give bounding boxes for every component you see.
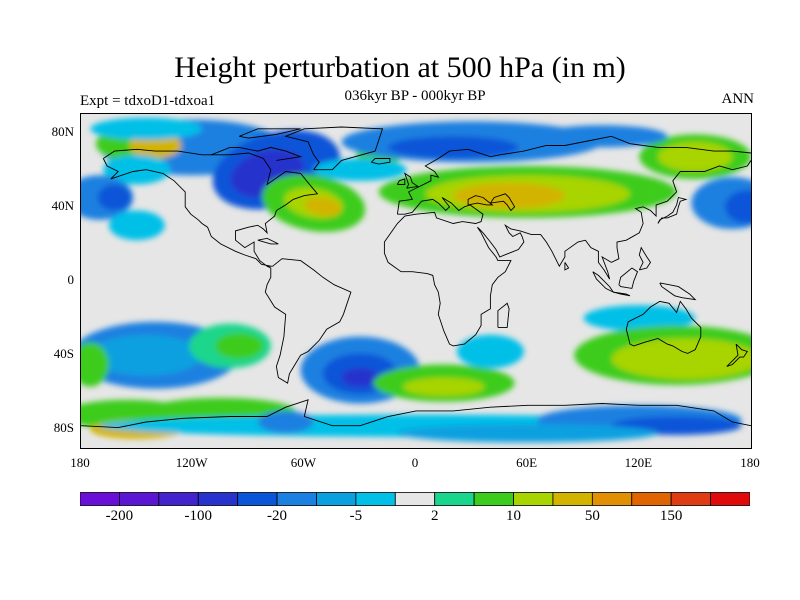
coastline-segment-6 bbox=[625, 300, 702, 354]
height-field-map bbox=[62, 114, 779, 448]
colorbar-swatch bbox=[316, 492, 357, 506]
colorbar-swatch bbox=[434, 492, 475, 506]
latitude-tick-label: 40S bbox=[53, 346, 74, 362]
field-anomaly-46 bbox=[257, 410, 314, 434]
colorbar-tick-label: 2 bbox=[430, 508, 439, 524]
latitude-tick-label: 40N bbox=[51, 197, 74, 213]
field-anomaly-29 bbox=[215, 332, 264, 359]
colorbar-swatch bbox=[276, 492, 317, 506]
coastline-segment-15 bbox=[403, 172, 420, 189]
field-anomaly-39 bbox=[611, 338, 761, 380]
coastline-segment-21 bbox=[467, 195, 494, 206]
longitude-tick-label: 180 bbox=[70, 455, 90, 470]
coastline-segment-16 bbox=[396, 178, 406, 185]
colorbar-swatch bbox=[197, 492, 239, 506]
colorbar-swatch bbox=[591, 492, 633, 506]
colorbar-swatch bbox=[355, 492, 396, 506]
map-panel bbox=[62, 113, 779, 449]
colorbar-tick-label: -200 bbox=[105, 508, 134, 524]
field-anomaly-12 bbox=[313, 158, 407, 181]
longitude-tick-label: 120E bbox=[624, 455, 653, 470]
colorbar bbox=[80, 492, 750, 506]
field-anomaly-5 bbox=[103, 154, 171, 185]
coastline-segment-8 bbox=[80, 399, 752, 429]
field-anomaly-24 bbox=[108, 210, 165, 241]
map-title: Height perturbation at 500 hPa (in m) bbox=[174, 51, 626, 84]
map-subtitle: 036kyr BP - 000kyr BP bbox=[344, 88, 486, 104]
colorbar-swatch bbox=[158, 492, 199, 506]
longitude-tick-label: 0 bbox=[411, 455, 419, 470]
colorbar-swatch bbox=[237, 492, 278, 506]
coastline-segment-4 bbox=[383, 160, 752, 347]
coastline-segment-9 bbox=[657, 196, 688, 224]
coastline-segment-17 bbox=[370, 158, 391, 165]
field-anomaly-37 bbox=[583, 305, 696, 332]
coastline-segment-12 bbox=[618, 267, 639, 289]
latitude-tick-label: 80N bbox=[51, 123, 74, 139]
field-anomaly-20 bbox=[536, 125, 668, 148]
colorbar-tick-label: -5 bbox=[349, 508, 363, 524]
colorbar-tick-label: -20 bbox=[267, 508, 288, 524]
colorbar-swatch bbox=[473, 492, 514, 506]
field-anomaly-23 bbox=[90, 117, 202, 140]
latitude-tick-label: 0 bbox=[67, 272, 75, 287]
colorbar-swatch bbox=[710, 492, 750, 506]
coastline-segment-22 bbox=[211, 146, 303, 161]
field-anomaly-14 bbox=[388, 136, 519, 159]
field-anomaly-17 bbox=[453, 182, 565, 209]
coastline-segment-3 bbox=[396, 135, 752, 215]
coastline-segment-1 bbox=[264, 258, 352, 384]
coastline-segment-11 bbox=[613, 291, 631, 297]
coastline-segment-20 bbox=[490, 193, 516, 212]
coastline-segment-13 bbox=[659, 282, 697, 301]
field-anomaly-36 bbox=[456, 334, 524, 369]
longitude-tick-label: 180 bbox=[740, 455, 760, 470]
field-anomaly-33 bbox=[341, 368, 379, 387]
colorbar-tick-label: 10 bbox=[506, 508, 522, 524]
colorbar-swatch bbox=[513, 492, 554, 506]
field-anomaly-26 bbox=[90, 334, 202, 376]
field-anomaly-10 bbox=[304, 197, 342, 217]
field-anomaly-19 bbox=[657, 141, 733, 172]
latitude-tick-label: 80S bbox=[53, 420, 74, 436]
season-label: ANN bbox=[721, 91, 755, 107]
coastline-segment-7 bbox=[726, 343, 749, 367]
coastline-segment-18 bbox=[257, 237, 279, 245]
colorbar-tick-label: 50 bbox=[584, 508, 600, 524]
coastline-segment-2 bbox=[284, 126, 384, 171]
longitude-tick-label: 60W bbox=[290, 455, 316, 470]
longitude-tick-label: 120W bbox=[175, 455, 208, 470]
colorbar-swatch bbox=[394, 492, 436, 506]
colorbar-swatch bbox=[670, 492, 711, 506]
coastline-segment-19 bbox=[564, 262, 570, 271]
colorbar-swatch bbox=[119, 492, 160, 506]
colorbar-swatch bbox=[631, 492, 672, 506]
colorbar-tick-label: 150 bbox=[659, 508, 683, 524]
colorbar-tick-label: -100 bbox=[184, 508, 212, 524]
coastline-segment-5 bbox=[497, 302, 510, 328]
field-anomaly-27 bbox=[71, 342, 109, 387]
longitude-tick-label: 60E bbox=[516, 455, 538, 470]
coastline-segment-14 bbox=[638, 246, 652, 271]
colorbar-swatch bbox=[552, 492, 593, 506]
field-anomaly-35 bbox=[402, 377, 485, 397]
experiment-label: Expt = tdxoD1-tdxoa1 bbox=[80, 93, 216, 109]
coastline-segment-23 bbox=[239, 128, 301, 139]
field-anomaly-7 bbox=[97, 184, 132, 211]
coastline-segment-0 bbox=[102, 148, 319, 267]
field-anomaly-45 bbox=[397, 423, 658, 443]
colorbar-swatch bbox=[80, 492, 120, 506]
coastlines bbox=[80, 126, 752, 429]
